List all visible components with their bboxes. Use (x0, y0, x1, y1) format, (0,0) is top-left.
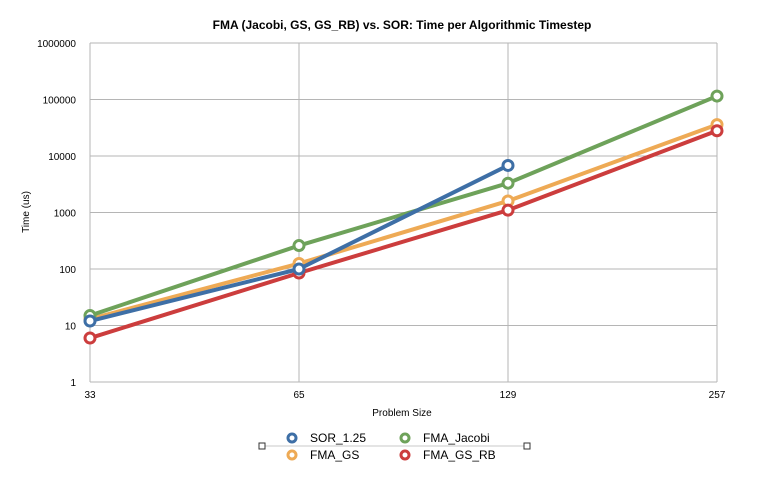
data-point (292, 239, 306, 253)
x-tick-label: 33 (84, 390, 96, 401)
y-tick-label: 100000 (43, 96, 77, 107)
series-line (88, 94, 719, 318)
chart-title: FMA (Jacobi, GS, GS_RB) vs. SOR: Time pe… (213, 18, 592, 32)
y-tick-label: 1000000 (37, 39, 76, 50)
legend-marker (286, 432, 298, 444)
x-axis-label: Problem Size (372, 408, 432, 419)
legend: SOR_1.25 FMA_GS FMA_Jacobi FMA_GS_RB (258, 431, 531, 462)
y-tick-label: 1000 (54, 209, 77, 220)
x-axis-ticks: 33 65 129 257 (84, 390, 725, 401)
legend-handle[interactable] (523, 442, 531, 450)
legend-handle[interactable] (258, 442, 266, 450)
x-tick-label: 65 (293, 390, 305, 401)
x-tick-label: 129 (500, 390, 517, 401)
data-point (501, 176, 515, 190)
legend-label: FMA_Jacobi (423, 431, 490, 445)
data-point (83, 314, 97, 328)
legend-label: SOR_1.25 (310, 431, 366, 445)
legend-label: FMA_GS (310, 448, 359, 462)
data-point (83, 331, 97, 345)
legend-item: SOR_1.25 (286, 431, 366, 445)
series-SOR_1.25 (83, 158, 515, 328)
y-tick-label: 10000 (48, 152, 76, 163)
legend-marker (399, 449, 411, 461)
data-point (292, 262, 306, 276)
series-FMA_GS (83, 118, 724, 326)
data-point (501, 203, 515, 217)
y-tick-label: 1 (70, 378, 76, 389)
y-tick-label: 100 (59, 265, 76, 276)
y-tick-label: 10 (65, 322, 77, 333)
y-axis-label: Time (us) (21, 191, 32, 233)
series-line (88, 122, 719, 322)
data-point (710, 124, 724, 138)
legend-item: FMA_Jacobi (399, 431, 490, 445)
x-tick-label: 257 (709, 390, 726, 401)
series-FMA_Jacobi (83, 89, 724, 323)
legend-marker (399, 432, 411, 444)
legend-item: FMA_GS (286, 448, 359, 462)
legend-marker (286, 449, 298, 461)
y-axis-ticks: 1 10 100 1000 10000 100000 1000000 (37, 39, 76, 389)
data-point (501, 158, 515, 172)
data-point (710, 89, 724, 103)
legend-item: FMA_GS_RB (399, 448, 496, 462)
series-line (88, 128, 719, 341)
series-layer (83, 89, 724, 345)
legend-label: FMA_GS_RB (423, 448, 496, 462)
